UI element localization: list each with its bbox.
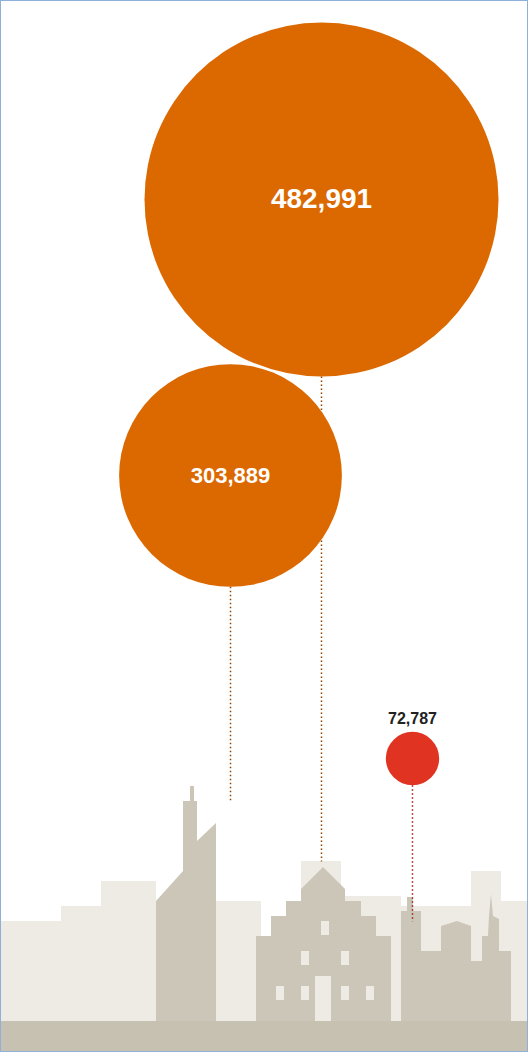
svg-text:303,889: 303,889	[191, 463, 271, 488]
svg-text:72,787: 72,787	[388, 710, 437, 727]
svg-text:482,991: 482,991	[271, 183, 372, 214]
